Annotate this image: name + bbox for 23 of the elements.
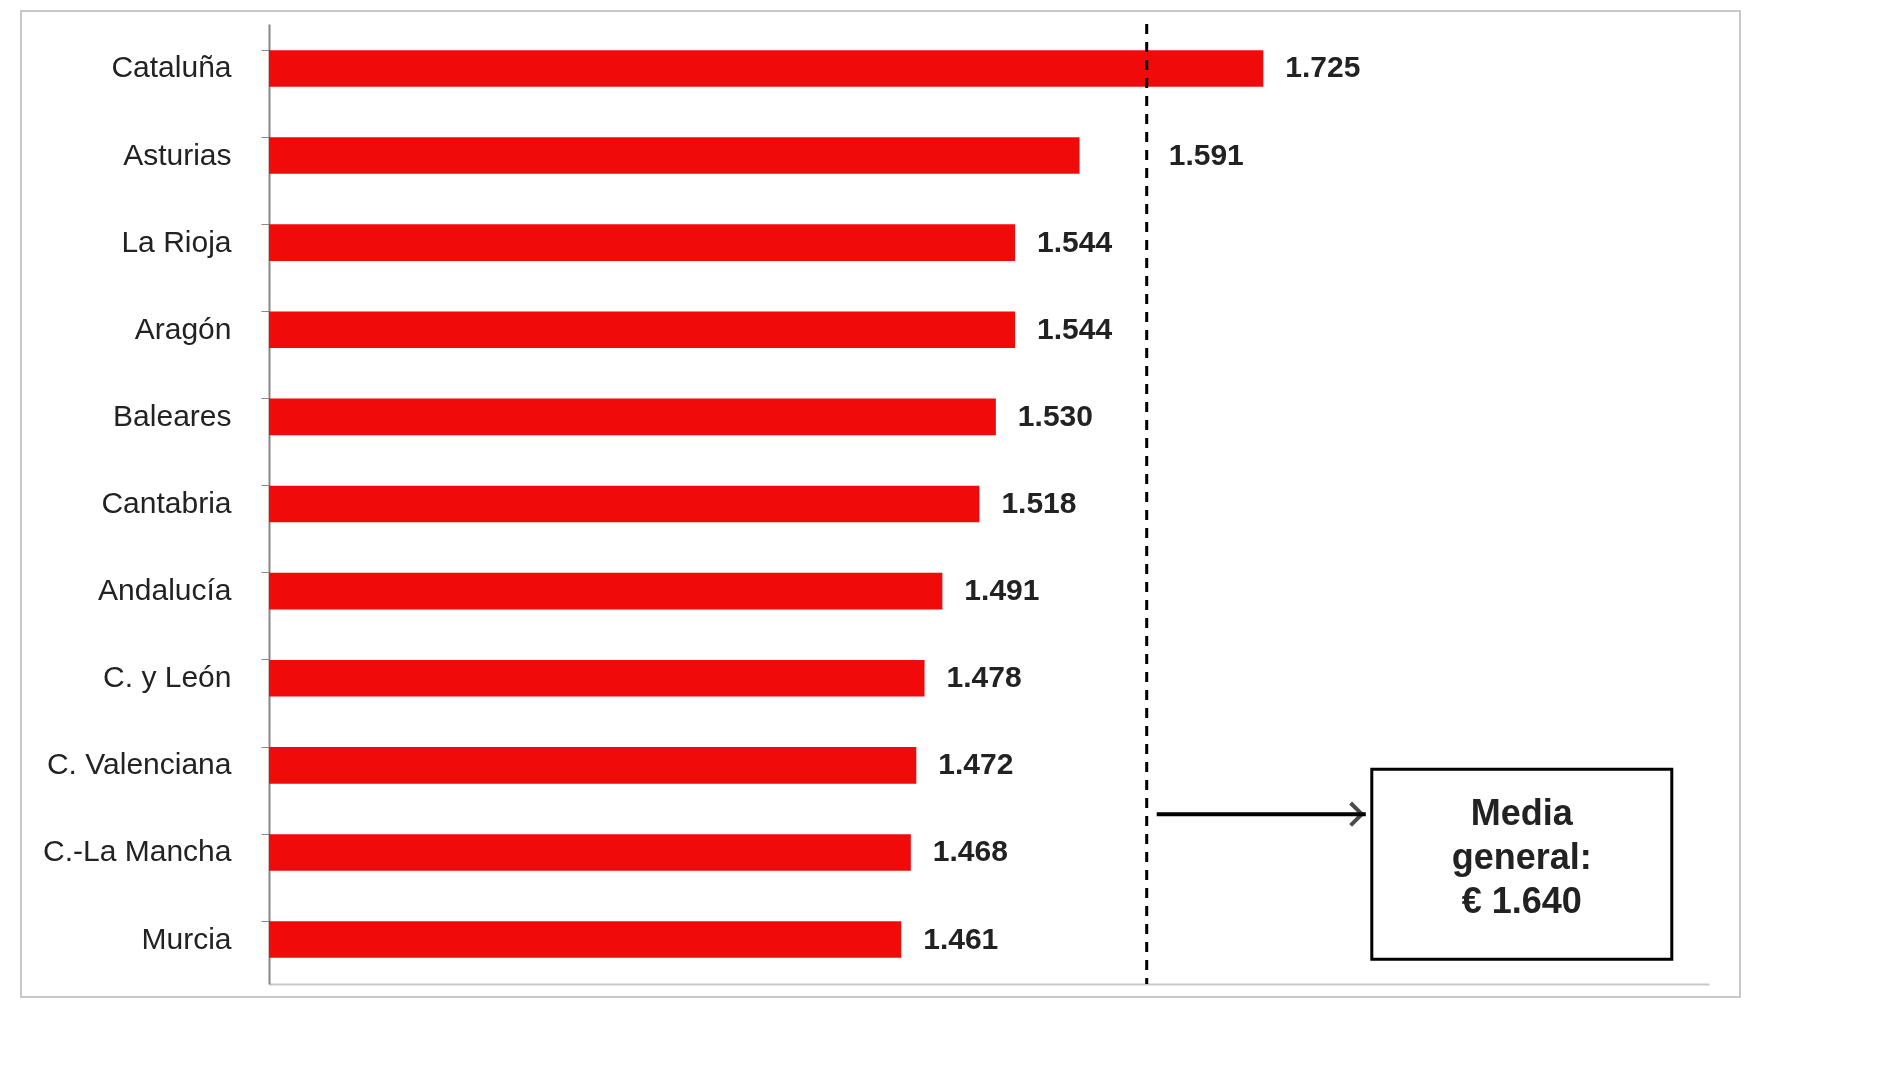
data-label: 1.518 bbox=[1001, 486, 1077, 519]
y-tick-label: C. y León bbox=[103, 660, 232, 694]
data-label: 1.544 bbox=[1037, 224, 1113, 258]
data-label: 1.461 bbox=[923, 921, 999, 955]
y-tick-label: Cataluña bbox=[111, 50, 232, 84]
data-label: 1.478 bbox=[946, 660, 1022, 694]
y-tick-label: Aragón bbox=[134, 311, 232, 345]
y-tick-label: Andalucía bbox=[98, 573, 232, 607]
y-tick-label: Cantabria bbox=[101, 486, 232, 519]
y-tick-label: C. Valenciana bbox=[46, 747, 232, 781]
data-label: 1.725 bbox=[1285, 50, 1361, 84]
data-label: 1.472 bbox=[938, 747, 1014, 781]
data-label: 1.530 bbox=[1017, 398, 1093, 432]
y-tick-label: La Rioja bbox=[121, 224, 232, 258]
data-label: 1.468 bbox=[932, 834, 1008, 868]
y-tick-label: Baleares bbox=[113, 398, 232, 432]
data-label: 1.544 bbox=[1037, 311, 1113, 345]
data-label: 1.491 bbox=[964, 573, 1040, 607]
ref-line-label: Media general: € 1.640 bbox=[1451, 792, 1592, 922]
y-tick-label: C.-La Mancha bbox=[43, 834, 232, 868]
data-label: 1.591 bbox=[1168, 137, 1244, 171]
y-tick-label: Asturias bbox=[123, 137, 232, 171]
y-tick-label: Murcia bbox=[141, 921, 232, 955]
